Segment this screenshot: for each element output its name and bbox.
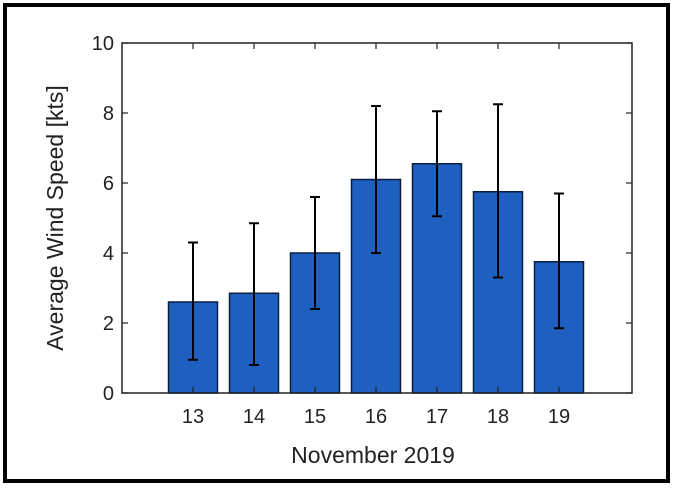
x-tick-label: 16 bbox=[365, 406, 387, 428]
y-axis-label: Average Wind Speed [kts] bbox=[42, 85, 68, 351]
x-tick-label: 15 bbox=[304, 406, 326, 428]
y-axis-ticks: 0 2 4 6 8 10 bbox=[92, 33, 632, 405]
error-bars-layer bbox=[188, 103, 564, 366]
y-tick-label: 10 bbox=[92, 33, 114, 55]
error-bar-19 bbox=[554, 192, 564, 330]
error-bar-18 bbox=[493, 103, 503, 279]
y-tick-label: 6 bbox=[103, 173, 114, 195]
chart-frame: 0 2 4 6 8 10 13 14 15 16 17 18 19 November 2019 Ave… bbox=[3, 3, 670, 483]
x-tick-label: 19 bbox=[548, 406, 570, 428]
error-bar-17 bbox=[432, 110, 442, 218]
x-tick-label: 17 bbox=[426, 406, 448, 428]
y-tick-label: 4 bbox=[103, 243, 114, 265]
x-tick-label: 13 bbox=[182, 406, 204, 428]
x-axis-ticks: 13 14 15 16 17 18 19 bbox=[182, 43, 570, 428]
plot-area-border bbox=[121, 42, 633, 394]
bar-chart: 0 2 4 6 8 10 13 14 15 16 17 18 19 November 2019 Ave… bbox=[42, 33, 633, 468]
y-tick-label: 8 bbox=[103, 103, 114, 125]
error-bar-14 bbox=[249, 222, 259, 366]
bar-16 bbox=[350, 178, 402, 394]
x-tick-label: 18 bbox=[487, 406, 509, 428]
error-bar-16 bbox=[371, 105, 381, 254]
error-bar-15 bbox=[310, 196, 320, 310]
y-tick-label: 2 bbox=[103, 313, 114, 335]
x-tick-label: 14 bbox=[243, 406, 265, 428]
error-bar-13 bbox=[188, 241, 198, 361]
x-axis-label: November 2019 bbox=[291, 442, 455, 468]
y-tick-label: 0 bbox=[103, 383, 114, 405]
